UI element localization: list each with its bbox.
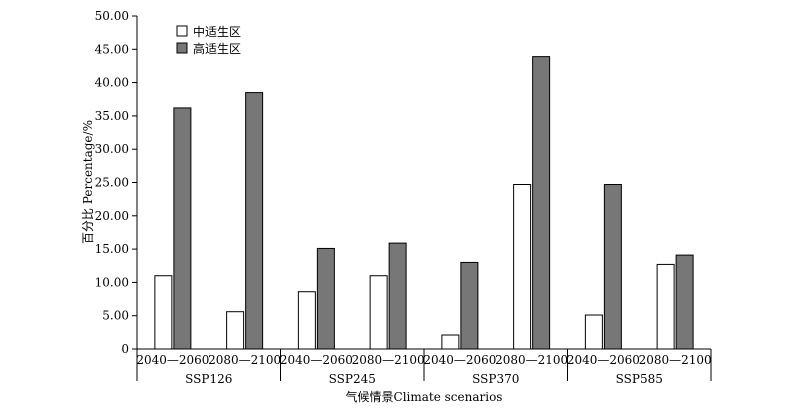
- bar-moderate-suitability: [513, 183, 532, 350]
- period-label: 2080—2100: [208, 353, 281, 367]
- x-axis: 2040—20602080—2100SSP1262040—20602080—21…: [136, 348, 712, 386]
- y-tick-label: 10.00: [95, 275, 129, 289]
- period-label: 2080—2100: [495, 353, 568, 367]
- scenario-label: SSP370: [472, 372, 519, 386]
- y-axis-title: 百分比 Percentage/%: [81, 120, 95, 244]
- scenario-label: SSP585: [616, 372, 663, 386]
- bar-high-suitability: [388, 242, 407, 350]
- y-tick-label: 45.00: [95, 42, 129, 56]
- y-tick-label: 40.00: [95, 76, 129, 90]
- x-axis-title: 气候情景Climate scenarios: [346, 389, 503, 404]
- y-tick-label: 35.00: [95, 109, 129, 123]
- bar-high-suitability: [460, 261, 479, 350]
- bar-high-suitability: [173, 107, 192, 350]
- scenario-label: SSP245: [329, 372, 376, 386]
- bar-high-suitability: [603, 183, 622, 350]
- period-label: 2040—2060: [423, 353, 496, 367]
- y-tick-label: 30.00: [95, 142, 129, 156]
- bar-moderate-suitability: [584, 314, 603, 350]
- legend-label: 高适生区: [193, 41, 241, 56]
- y-tick-label: 5.00: [102, 309, 129, 323]
- scenario-label: SSP126: [185, 372, 232, 386]
- bars: [154, 56, 694, 350]
- period-label: 2040—2060: [136, 353, 209, 367]
- y-axis: 0 5.00 10.00 15.00 20.00 25.00 30.00 35.00 40.00…: [95, 9, 138, 356]
- bar-moderate-suitability: [369, 275, 388, 350]
- y-tick-label: 0: [121, 342, 129, 356]
- bar-high-suitability: [316, 247, 335, 350]
- legend-label: 中适生区: [193, 24, 241, 39]
- bar-moderate-suitability: [656, 263, 675, 350]
- bar-moderate-suitability: [154, 275, 173, 350]
- period-label: 2040—2060: [567, 353, 640, 367]
- y-tick-label: 25.00: [95, 176, 129, 190]
- bar-moderate-suitability: [226, 311, 245, 350]
- period-label: 2040—2060: [280, 353, 353, 367]
- bar-high-suitability: [245, 92, 264, 350]
- y-tick-label: 50.00: [95, 9, 129, 23]
- bar-moderate-suitability: [441, 334, 460, 350]
- bar-high-suitability: [532, 56, 551, 350]
- y-tick-label: 15.00: [95, 242, 129, 256]
- bar-high-suitability: [675, 254, 694, 350]
- period-label: 2080—2100: [352, 353, 425, 367]
- legend-swatch: [176, 25, 188, 37]
- period-label: 2080—2100: [639, 353, 712, 367]
- legend-swatch: [176, 42, 188, 54]
- y-tick-label: 20.00: [95, 209, 129, 223]
- bar-moderate-suitability: [297, 291, 316, 350]
